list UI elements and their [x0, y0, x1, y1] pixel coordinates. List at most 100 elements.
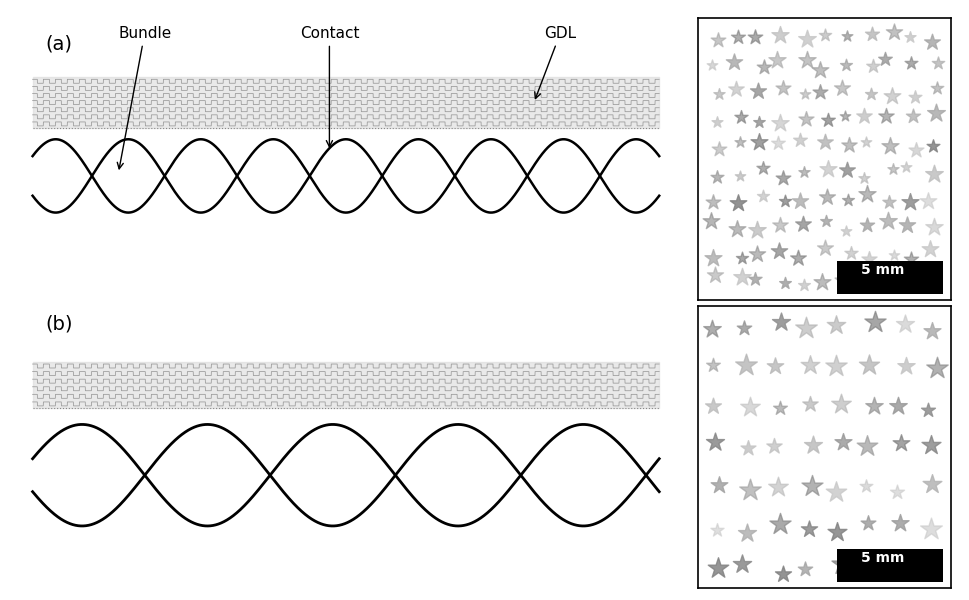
Point	[838, 165, 854, 175]
Point	[902, 59, 918, 68]
Point	[858, 481, 873, 490]
Point	[879, 217, 894, 226]
Point	[925, 169, 941, 179]
Point	[817, 216, 832, 226]
Point	[754, 163, 769, 173]
Point	[804, 440, 820, 450]
Point	[814, 277, 829, 286]
Text: 5 mm: 5 mm	[860, 551, 903, 565]
Point	[768, 55, 784, 65]
Point	[928, 83, 944, 92]
Point	[908, 146, 923, 155]
Text: GDL: GDL	[534, 26, 576, 98]
Point	[828, 487, 843, 497]
Point	[892, 438, 908, 448]
Point	[886, 28, 901, 37]
Point	[816, 137, 831, 147]
Point	[704, 197, 720, 206]
Point	[832, 400, 848, 409]
Point	[798, 34, 814, 43]
Point	[859, 190, 874, 199]
Point	[772, 317, 788, 327]
Point	[795, 220, 810, 229]
Point	[708, 526, 724, 535]
Point	[733, 112, 748, 122]
Point	[864, 61, 880, 70]
Point	[856, 112, 871, 121]
Point	[863, 29, 879, 38]
FancyBboxPatch shape	[836, 260, 942, 295]
Point	[901, 197, 917, 206]
Text: (b): (b)	[46, 314, 74, 334]
Point	[858, 137, 873, 146]
Point	[837, 226, 853, 236]
Point	[770, 247, 786, 256]
Point	[797, 323, 813, 333]
Point	[801, 360, 817, 370]
Point	[800, 524, 816, 533]
Point	[819, 193, 834, 202]
Point	[771, 403, 787, 413]
Point	[828, 361, 843, 371]
Point	[927, 108, 943, 118]
Point	[834, 437, 850, 447]
Point	[737, 360, 753, 370]
Point	[771, 520, 787, 529]
Point	[891, 518, 907, 527]
Point	[816, 30, 831, 40]
Text: (a): (a)	[46, 35, 73, 54]
Point	[922, 37, 938, 47]
Point	[750, 117, 766, 127]
Point	[929, 59, 945, 68]
Point	[923, 142, 939, 151]
Point	[771, 118, 787, 128]
Point	[777, 278, 793, 288]
Point	[884, 164, 899, 174]
Point	[704, 360, 720, 370]
Point	[708, 172, 724, 181]
Point	[732, 171, 747, 181]
Point	[728, 84, 743, 94]
Point	[817, 244, 832, 253]
Point	[746, 32, 762, 41]
Point	[774, 173, 790, 183]
Point	[833, 83, 849, 92]
Point	[746, 274, 762, 284]
Point	[710, 480, 726, 490]
Point	[729, 32, 744, 42]
Point	[828, 527, 844, 536]
Point	[801, 400, 817, 409]
Point	[774, 569, 790, 578]
Point	[859, 441, 874, 451]
Point	[796, 280, 811, 290]
Point	[796, 167, 811, 176]
Point	[922, 524, 938, 533]
Point	[833, 560, 849, 569]
Point	[819, 164, 834, 174]
Point	[742, 485, 758, 495]
Point	[885, 250, 900, 259]
Point	[710, 89, 726, 98]
Point	[923, 479, 939, 489]
Point	[771, 31, 787, 40]
Point	[748, 250, 764, 259]
Point	[837, 60, 853, 70]
Point	[750, 137, 766, 147]
Point	[827, 320, 842, 329]
Point	[833, 275, 849, 285]
Point	[842, 248, 858, 258]
Point	[894, 564, 910, 574]
Point	[742, 403, 758, 412]
Point	[860, 271, 875, 281]
Point	[865, 401, 881, 411]
Point	[920, 196, 935, 206]
Point	[704, 401, 720, 411]
Point	[905, 275, 921, 284]
Point	[755, 191, 770, 201]
Point	[861, 561, 877, 571]
Point	[734, 253, 749, 263]
Point	[920, 405, 935, 415]
Point	[881, 197, 896, 206]
Point	[862, 89, 878, 99]
Point	[901, 32, 917, 41]
